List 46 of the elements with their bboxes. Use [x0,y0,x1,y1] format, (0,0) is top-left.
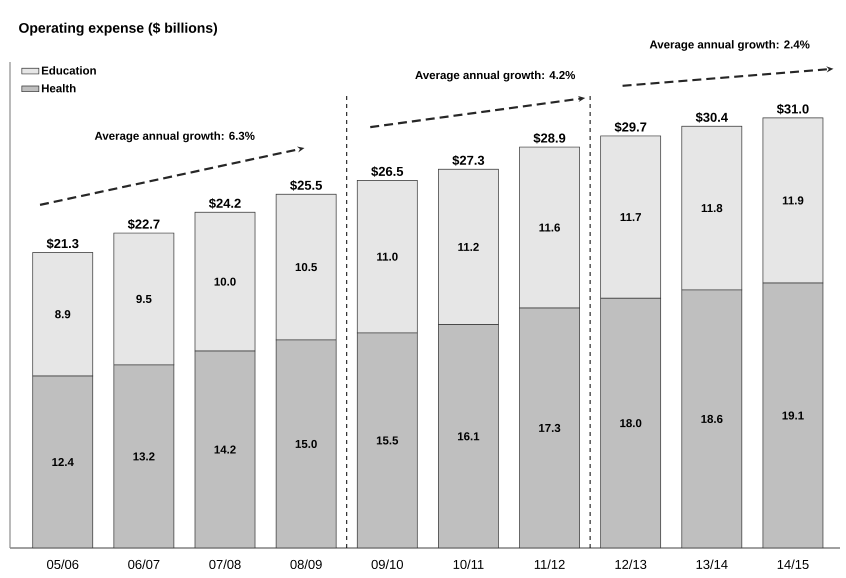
data-label: 11.0 [377,252,398,261]
total-label: $25.5 [290,180,322,191]
x-tick-label: 05/06 [47,560,78,570]
total-label: $27.3 [452,155,484,166]
x-tick-label: 11/12 [534,560,565,570]
data-label: 18.6 [701,414,723,424]
data-label: 11.6 [539,223,560,232]
data-label: 9.5 [136,294,152,304]
annotation: Average annual growth: 6.3% [94,131,255,142]
text: Average annual growth: 4.2% [415,70,576,82]
total-label: $30.4 [696,112,728,123]
x-tick-label: 14/15 [778,560,809,570]
data-label: 17.3 [539,424,560,432]
data-label: 11.2 [458,242,479,251]
legend-label: Health [42,84,76,92]
data-label: 11.8 [702,204,722,212]
data-label: 16.1 [458,432,480,440]
total-label: $31.0 [776,104,809,114]
data-label: 15.5 [376,436,398,444]
total-label: $29.7 [614,122,646,132]
x-tick-label: 12/13 [615,560,646,570]
chart-title: Operating expense ($ billions) [19,22,218,36]
total-label: $21.3 [46,238,78,249]
data-label: 12.4 [52,458,74,466]
text: Average annual growth: 2.4% [650,40,810,51]
data-label: 8.9 [55,310,70,318]
total-label: $28.9 [534,132,566,144]
data-label: 15.0 [296,440,317,448]
data-label: 10.0 [214,278,236,286]
data-label: 14.2 [214,445,236,454]
data-label: 11.9 [782,196,804,205]
total-label: $26.5 [371,166,404,177]
x-tick-label: 13/14 [696,560,728,570]
total-label: $22.7 [128,218,160,230]
legend-label: Education [42,66,96,75]
total-label: $24.2 [208,198,241,209]
x-tick-label: 10/11 [454,560,484,570]
data-label: 11.7 [620,213,641,222]
data-label: 19.1 [782,411,804,420]
data-label: 13.2 [133,452,155,460]
x-tick-label: 06/07 [128,560,160,570]
x-tick-label: 09/10 [372,560,403,570]
x-tick-label: 07/08 [209,560,241,570]
x-tick-label: 08/09 [290,560,322,570]
data-label: 10.5 [296,262,317,272]
data-label: 18.0 [620,419,642,428]
